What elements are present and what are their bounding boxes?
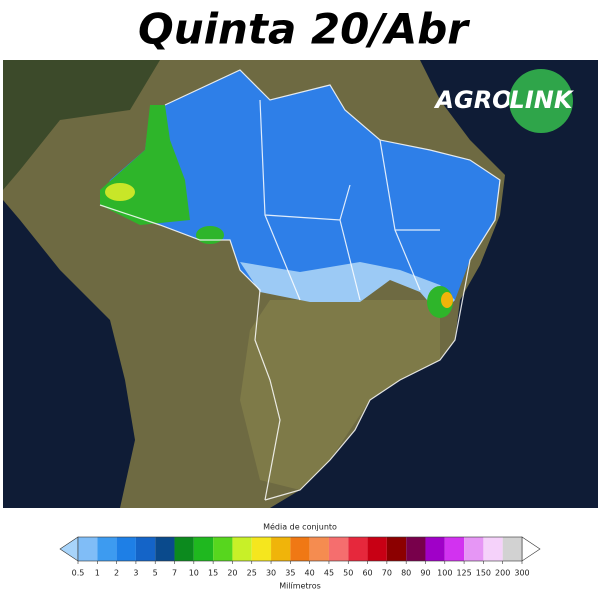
legend: 0.5 1 2 3 5 7 10 15 20 25 30 35 40 45 50 60 70 80 90 100 125… bbox=[59, 536, 541, 578]
color-box bbox=[309, 537, 329, 561]
tick-label: 200 bbox=[495, 569, 510, 578]
color-box bbox=[155, 537, 175, 561]
color-box bbox=[328, 537, 349, 561]
tick-label: 15 bbox=[208, 569, 218, 578]
tick-label: 0.5 bbox=[72, 569, 85, 578]
color-box bbox=[174, 537, 194, 561]
tick-label: 35 bbox=[285, 569, 295, 578]
color-box bbox=[348, 537, 368, 561]
tick-label: 5 bbox=[153, 569, 158, 578]
color-box bbox=[425, 537, 445, 561]
color-box bbox=[97, 537, 117, 561]
tick-label: 40 bbox=[305, 569, 315, 578]
tick-label: 10 bbox=[189, 569, 199, 578]
legend-frame bbox=[77, 536, 523, 562]
tick-label: 1 bbox=[95, 569, 100, 578]
tick-label: 60 bbox=[362, 569, 372, 578]
color-box bbox=[406, 537, 426, 561]
color-box bbox=[367, 537, 387, 561]
color-box bbox=[251, 537, 272, 561]
tick-label: 20 bbox=[227, 569, 237, 578]
tick-label: 300 bbox=[514, 569, 529, 578]
tick-label: 45 bbox=[324, 569, 334, 578]
tick-label: 30 bbox=[266, 569, 276, 578]
color-box bbox=[78, 537, 98, 561]
tick-label: 150 bbox=[476, 569, 491, 578]
color-box bbox=[193, 537, 214, 561]
tick-label: 80 bbox=[401, 569, 411, 578]
legend-unit: Milímetros bbox=[279, 582, 321, 591]
under-arrow bbox=[59, 536, 79, 562]
logo: AGRO LINK bbox=[433, 69, 575, 133]
tick-label: 90 bbox=[420, 569, 430, 578]
tick-label: 7 bbox=[172, 569, 177, 578]
color-box bbox=[386, 537, 407, 561]
tick-label: 125 bbox=[456, 569, 471, 578]
color-box bbox=[502, 537, 522, 561]
tick-label: 50 bbox=[343, 569, 353, 578]
color-box bbox=[483, 537, 503, 561]
over-arrow bbox=[521, 536, 541, 562]
color-box bbox=[213, 537, 233, 561]
color-box bbox=[290, 537, 310, 561]
color-box bbox=[135, 537, 156, 561]
color-box bbox=[464, 537, 484, 561]
color-box bbox=[444, 537, 465, 561]
map bbox=[3, 60, 598, 508]
color-box bbox=[116, 537, 136, 561]
logo-text: LINK bbox=[510, 86, 575, 114]
tick-label: 3 bbox=[133, 569, 138, 578]
title: Quinta 20/Abr bbox=[138, 5, 470, 54]
tick-label: 25 bbox=[247, 569, 257, 578]
color-box bbox=[271, 537, 291, 561]
logo-text: AGRO bbox=[433, 86, 512, 114]
tick-label: 2 bbox=[114, 569, 119, 578]
tick-label: 70 bbox=[382, 569, 392, 578]
tick-label: 100 bbox=[437, 569, 452, 578]
legend-title: Média de conjunto bbox=[263, 522, 337, 532]
color-box bbox=[232, 537, 252, 561]
